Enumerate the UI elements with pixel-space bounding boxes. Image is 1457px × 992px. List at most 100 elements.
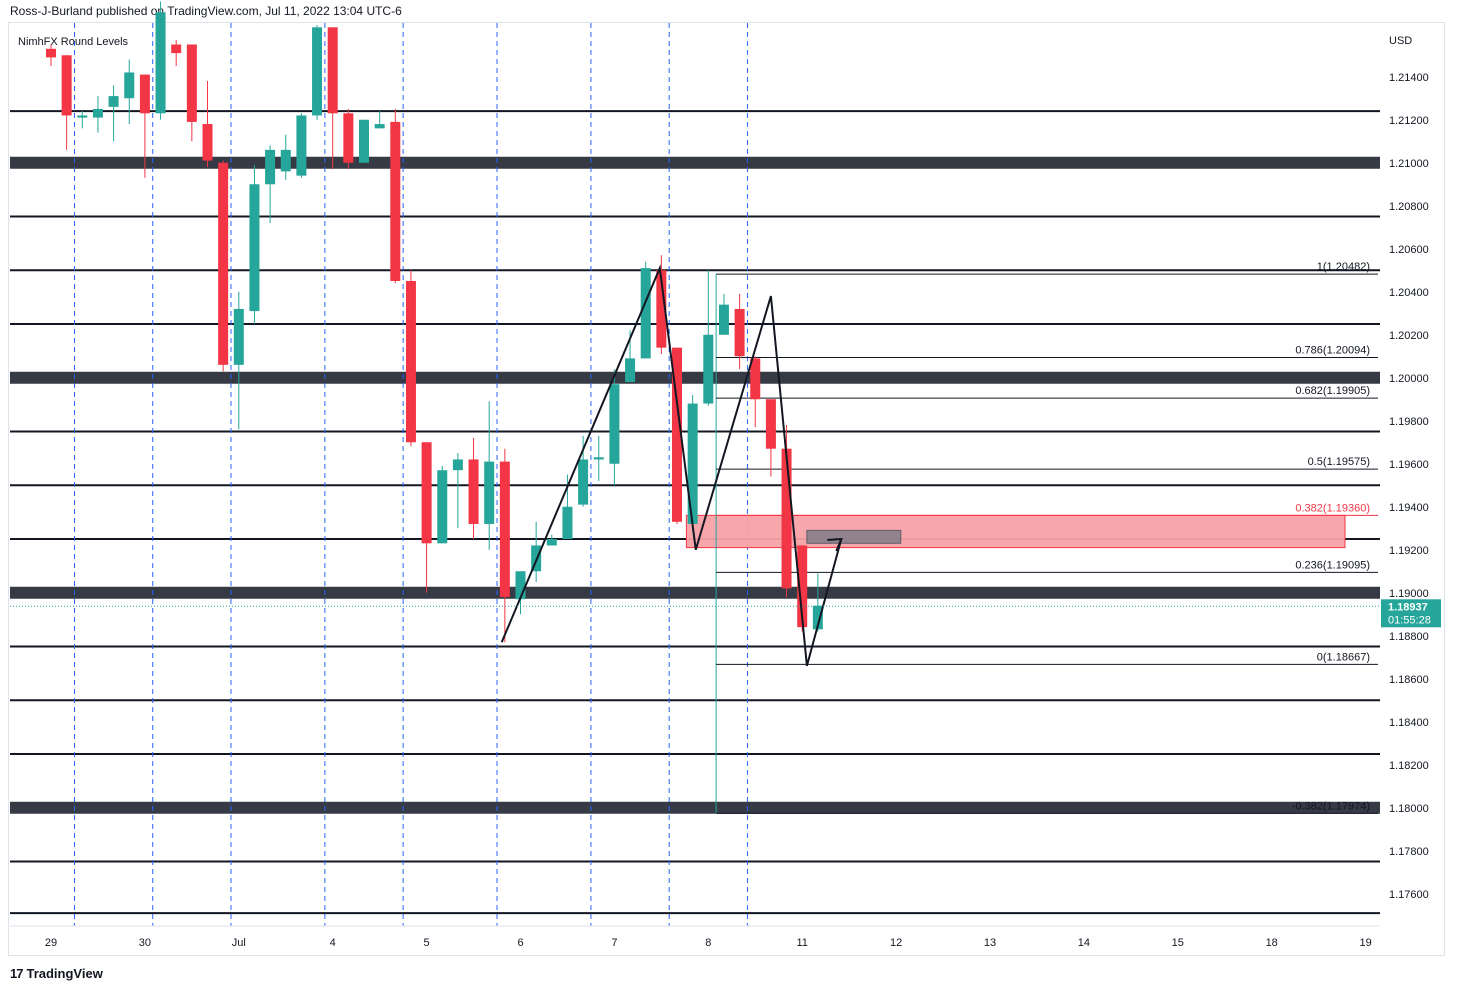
candle-down xyxy=(61,55,72,116)
tradingview-footer[interactable]: 17 TradingView xyxy=(10,966,103,981)
price-tick: 1.19200 xyxy=(1389,545,1429,557)
price-tick: 1.18000 xyxy=(1389,803,1429,815)
candle-up xyxy=(312,27,323,116)
candle-down xyxy=(327,27,338,114)
candle-down xyxy=(139,74,150,114)
price-axis: USD 1.21400 1.21200 1.21000 1.20800 1.20600 1.… xyxy=(1389,35,1429,901)
price-tick: 1.18800 xyxy=(1389,631,1429,643)
time-tick: 18 xyxy=(1266,937,1278,949)
fibonacci-retracement: 1(1.20482) 0.786(1.20094) 0.682(1.19905) 0.… xyxy=(715,261,1378,814)
time-tick: 4 xyxy=(330,937,336,949)
candle-up xyxy=(484,461,495,524)
price-tick: 1.17600 xyxy=(1389,889,1429,901)
candle-down xyxy=(468,459,479,524)
arrow-head xyxy=(827,537,843,552)
candle-up xyxy=(359,119,369,163)
fib-level-label: 0.682(1.19905) xyxy=(1295,385,1370,397)
candle-up xyxy=(640,268,651,359)
time-tick: 29 xyxy=(45,937,57,949)
candle-up xyxy=(249,184,260,312)
candle-down xyxy=(499,461,510,598)
fib-level-label: 0(1.18667) xyxy=(1317,651,1370,663)
major-round-level xyxy=(10,371,1380,384)
major-round-level xyxy=(10,156,1380,169)
candle-up xyxy=(92,109,103,118)
candle-up xyxy=(609,384,620,464)
candle-down xyxy=(734,308,745,357)
price-tick: 1.21000 xyxy=(1389,158,1429,170)
candle-up xyxy=(108,96,119,107)
candle-up xyxy=(578,459,589,505)
candle-up xyxy=(233,308,244,365)
currency-label: USD xyxy=(1389,35,1412,47)
price-tick: 1.18600 xyxy=(1389,674,1429,686)
candle-up xyxy=(155,12,166,114)
price-tick: 1.19600 xyxy=(1389,459,1429,471)
time-tick: 30 xyxy=(139,937,151,949)
time-tick: 11 xyxy=(796,937,807,949)
chart-frame xyxy=(8,22,1445,956)
candle-down xyxy=(765,399,776,449)
price-tick: 1.20800 xyxy=(1389,201,1429,213)
time-tick: 13 xyxy=(984,937,996,949)
candle-down xyxy=(171,44,182,54)
fib-level-label: 0.5(1.19575) xyxy=(1308,456,1370,468)
candle-up xyxy=(625,358,636,383)
candle-up xyxy=(515,571,526,600)
candle-down xyxy=(781,448,792,589)
major-round-level xyxy=(10,801,1380,814)
candle-up xyxy=(77,115,88,118)
candle-down xyxy=(390,121,401,282)
price-tick: 1.20200 xyxy=(1389,330,1429,342)
candle-up xyxy=(718,304,729,335)
candle-up xyxy=(687,403,698,524)
candle-up xyxy=(265,149,276,185)
candle-down xyxy=(750,358,761,400)
fib-level-label: -0.382(1.17974) xyxy=(1292,800,1370,812)
candle-up xyxy=(437,470,448,544)
fib-level-label: 0.786(1.20094) xyxy=(1295,345,1370,357)
candle-down xyxy=(186,44,197,122)
candle-up xyxy=(280,149,291,172)
zigzag-line xyxy=(500,264,843,667)
target-box xyxy=(806,529,902,544)
candle-down xyxy=(672,347,682,522)
tradingview-logo-icon: 17 xyxy=(10,966,24,981)
tradingview-brand: TradingView xyxy=(26,966,103,981)
price-tick: 1.20400 xyxy=(1389,287,1429,299)
time-tick: 12 xyxy=(890,937,902,949)
time-tick: Jul xyxy=(232,937,246,949)
candle-down xyxy=(343,113,354,163)
day-separators xyxy=(73,23,748,926)
last-price-value: 1.18937 xyxy=(1388,601,1428,613)
candle-down xyxy=(405,281,416,443)
resistance-zone-rect xyxy=(685,514,1346,549)
time-tick: 8 xyxy=(705,937,711,949)
resistance-zone xyxy=(685,514,1346,549)
candle-down xyxy=(656,270,667,348)
candle-up xyxy=(562,506,573,539)
countdown-value: 01:55:28 xyxy=(1388,614,1431,626)
candle-up xyxy=(296,115,307,176)
fib-level-label: 0.236(1.19095) xyxy=(1295,559,1370,571)
candle-up xyxy=(593,457,604,460)
candle-down xyxy=(46,48,56,58)
time-tick: 14 xyxy=(1078,937,1090,949)
price-tick: 1.18400 xyxy=(1389,717,1429,729)
candle-up xyxy=(452,459,463,471)
indicator-label: NimhFX Round Levels xyxy=(18,36,129,48)
price-tick: 1.18200 xyxy=(1389,760,1429,772)
time-axis: 29 30 Jul 4 5 6 7 8 11 12 13 14 15 18 19 xyxy=(10,925,1380,949)
price-tick: 1.19800 xyxy=(1389,416,1429,428)
price-tick: 1.17800 xyxy=(1389,846,1429,858)
candle-up xyxy=(124,72,135,99)
last-price-badge-bg xyxy=(1381,599,1441,628)
candle-up xyxy=(374,124,385,129)
zigzag-drawing xyxy=(500,264,843,667)
time-tick: 15 xyxy=(1172,937,1184,949)
candle-up xyxy=(546,539,557,546)
price-tick: 1.20600 xyxy=(1389,244,1429,256)
price-tick: 1.20000 xyxy=(1389,373,1429,385)
